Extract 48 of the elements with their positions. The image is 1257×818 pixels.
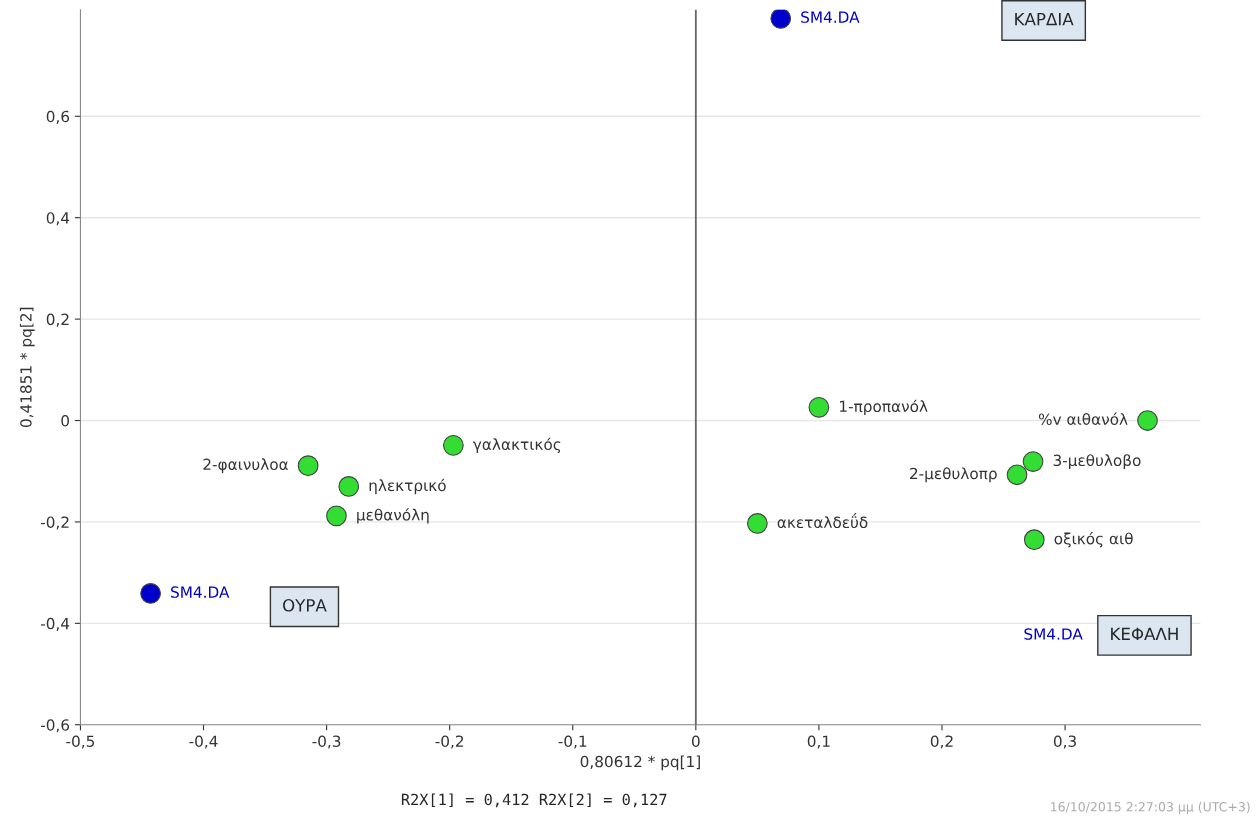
x-tick-label: 0,3 bbox=[1053, 735, 1076, 749]
annotation: SM4.DA bbox=[171, 586, 230, 598]
point bbox=[1022, 451, 1044, 472]
annotation: 2-μεθυλοπρ bbox=[910, 467, 997, 483]
point bbox=[746, 513, 768, 534]
x-tick-label: -0,2 bbox=[435, 735, 464, 749]
annotation: ακεταλδεΰδ bbox=[777, 512, 868, 529]
point bbox=[338, 476, 360, 497]
point bbox=[808, 396, 830, 418]
point bbox=[1137, 410, 1158, 431]
text: R2X[1] = 0,412 R2X[2] = 0,127 bbox=[401, 793, 667, 808]
x-tick-label: -0,3 bbox=[312, 735, 341, 749]
y-tick-label: -0,2 bbox=[40, 516, 69, 530]
point bbox=[1023, 529, 1045, 551]
annotation: γαλακτικός bbox=[473, 437, 561, 454]
point bbox=[140, 583, 161, 604]
text: 16/10/2015 2:27:03 μμ (UTC+3) bbox=[1051, 801, 1250, 814]
x-tick-label: -0,5 bbox=[66, 735, 95, 749]
point bbox=[1006, 464, 1028, 486]
point bbox=[326, 505, 347, 527]
y-tick-label: 0,2 bbox=[46, 313, 69, 327]
y-axis-title: 0,41851 * pq[2] bbox=[19, 307, 35, 428]
annotation: ΟΥΡΑ bbox=[283, 599, 327, 612]
annotation: οξικός αιθ bbox=[1054, 531, 1133, 548]
annotation: %v αιθανόλ bbox=[1038, 412, 1128, 425]
y-tick-label: 0,6 bbox=[46, 110, 70, 124]
point bbox=[297, 455, 319, 477]
x-tick-label: -0,4 bbox=[189, 735, 218, 749]
annotation: 2-φαινυλοα bbox=[203, 458, 288, 474]
y-tick-label: -0,4 bbox=[40, 617, 70, 631]
point bbox=[770, 9, 792, 29]
annotation: ΚΕΦΑΛΗ bbox=[1111, 627, 1178, 640]
annotation: 3-μεθυλοβο bbox=[1053, 454, 1141, 470]
annotation: SM4.DA bbox=[1024, 628, 1083, 640]
x-tick-label: 0,1 bbox=[807, 735, 830, 749]
annotation: ΚΑΡΔΙΑ bbox=[1015, 12, 1074, 26]
annotation: 1-προπανόλ bbox=[840, 399, 928, 416]
x-axis-title: 0,80612 * pq[1] bbox=[580, 755, 700, 771]
point bbox=[442, 434, 464, 456]
annotation: SM4.DA bbox=[801, 11, 860, 23]
x-tick-label: 0,2 bbox=[930, 735, 953, 749]
x-tick-label: -0,1 bbox=[558, 735, 587, 749]
y-tick-label: 0 bbox=[61, 414, 70, 427]
x-tick-label: 0 bbox=[691, 735, 700, 747]
annotation: μεθανόλη bbox=[357, 508, 429, 524]
y-tick-label: 0,4 bbox=[46, 212, 70, 226]
annotation: ηλεκτρικό bbox=[369, 478, 446, 495]
y-tick-label: -0,6 bbox=[40, 719, 70, 733]
